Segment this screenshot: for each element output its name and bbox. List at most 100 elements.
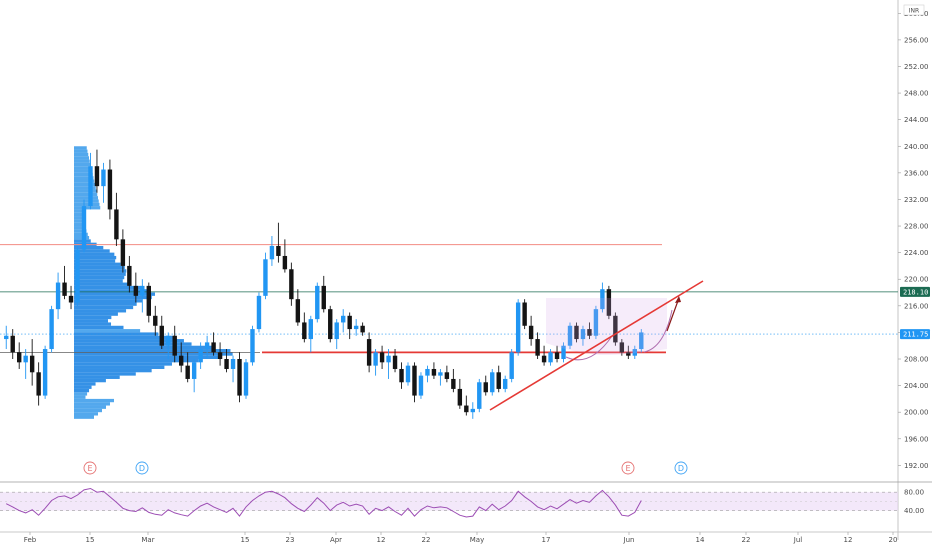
- candle-body[interactable]: [451, 378, 456, 389]
- candle-body[interactable]: [528, 325, 534, 340]
- price-axis[interactable]: 260.00256.00252.00248.00244.00240.00236.…: [898, 10, 929, 470]
- candle-body[interactable]: [567, 325, 573, 346]
- candle-body[interactable]: [373, 352, 378, 366]
- candle-body[interactable]: [600, 289, 605, 310]
- candle-body[interactable]: [593, 309, 599, 336]
- candle-body[interactable]: [263, 259, 268, 296]
- candle-body[interactable]: [29, 355, 35, 373]
- candle-body[interactable]: [619, 342, 625, 353]
- candle-body[interactable]: [464, 405, 469, 413]
- candle-body[interactable]: [62, 282, 67, 296]
- candle-body[interactable]: [114, 209, 119, 240]
- candle-body[interactable]: [282, 255, 288, 270]
- candle-body[interactable]: [386, 355, 391, 363]
- candle-body[interactable]: [133, 285, 139, 296]
- candle-body[interactable]: [217, 352, 223, 360]
- candle-body[interactable]: [55, 282, 61, 310]
- candle-body[interactable]: [606, 289, 612, 316]
- candle-body[interactable]: [321, 285, 326, 310]
- candle-body[interactable]: [191, 362, 197, 379]
- candle-body[interactable]: [179, 355, 184, 366]
- candle-body[interactable]: [548, 352, 553, 363]
- candle-body[interactable]: [503, 378, 508, 389]
- candle-body[interactable]: [366, 339, 372, 366]
- candle-body[interactable]: [328, 309, 333, 340]
- candle-body[interactable]: [574, 325, 579, 340]
- candle-body[interactable]: [295, 299, 301, 323]
- candle-body[interactable]: [224, 359, 229, 369]
- candle-body[interactable]: [353, 325, 359, 330]
- candle-body[interactable]: [626, 352, 631, 356]
- candle-body[interactable]: [172, 335, 177, 356]
- candle-body[interactable]: [444, 372, 450, 379]
- candle-body[interactable]: [107, 169, 113, 210]
- candle-body[interactable]: [68, 295, 74, 303]
- candle-body[interactable]: [269, 245, 275, 260]
- candle-body[interactable]: [334, 322, 339, 340]
- candle-body[interactable]: [49, 309, 54, 350]
- candle-body[interactable]: [496, 372, 501, 389]
- candle-body[interactable]: [522, 302, 527, 326]
- candle-body[interactable]: [431, 368, 437, 376]
- candle-body[interactable]: [198, 349, 203, 363]
- candle-body[interactable]: [405, 365, 411, 383]
- target-arrow[interactable]: [666, 297, 680, 332]
- candle-body[interactable]: [4, 335, 9, 340]
- candle-body[interactable]: [392, 355, 398, 369]
- event-badge[interactable]: [135, 461, 149, 475]
- candle-body[interactable]: [632, 349, 637, 356]
- event-badge[interactable]: [83, 461, 97, 475]
- event-badge[interactable]: [674, 461, 688, 475]
- candle-body[interactable]: [17, 352, 22, 363]
- candle-body[interactable]: [561, 345, 566, 360]
- candle-body[interactable]: [302, 322, 307, 340]
- candle-body[interactable]: [541, 355, 547, 363]
- event-badge[interactable]: [621, 461, 635, 475]
- candle-body[interactable]: [457, 388, 463, 406]
- candle-body[interactable]: [88, 166, 93, 207]
- candle-body[interactable]: [360, 325, 365, 333]
- candle-body[interactable]: [425, 368, 430, 376]
- candle-body[interactable]: [204, 342, 210, 350]
- candle-body[interactable]: [438, 372, 443, 376]
- candle-body[interactable]: [418, 375, 424, 396]
- candle-body[interactable]: [289, 269, 294, 300]
- candle-body[interactable]: [483, 382, 488, 393]
- candle-body[interactable]: [159, 325, 164, 346]
- candle-body[interactable]: [250, 329, 255, 363]
- candle-body[interactable]: [490, 372, 495, 393]
- time-axis[interactable]: Feb 15 Mar 15 23 Apr 12 22 May 17 Jun 14 22 Jul 12 20: [24, 532, 898, 544]
- candle-body[interactable]: [580, 329, 586, 340]
- candle-body[interactable]: [75, 249, 80, 303]
- candle-body[interactable]: [412, 365, 417, 396]
- candle-body[interactable]: [211, 342, 216, 353]
- candle-body[interactable]: [153, 315, 158, 326]
- candle-body[interactable]: [347, 315, 352, 330]
- candle-body[interactable]: [639, 332, 644, 350]
- candle-body[interactable]: [120, 239, 126, 266]
- candle-body[interactable]: [94, 166, 100, 187]
- candle-body[interactable]: [81, 206, 87, 250]
- candle-body[interactable]: [256, 295, 262, 330]
- candle-body[interactable]: [237, 359, 242, 396]
- rsi-pane[interactable]: 80.00 40.00: [0, 487, 924, 518]
- candle-body[interactable]: [379, 352, 385, 363]
- candle-body[interactable]: [515, 302, 521, 353]
- candle-body[interactable]: [101, 169, 106, 187]
- candle-body[interactable]: [587, 329, 592, 336]
- candle-body[interactable]: [535, 339, 540, 356]
- candle-body[interactable]: [23, 355, 28, 363]
- candle-body[interactable]: [341, 315, 346, 323]
- candle-body[interactable]: [399, 368, 404, 383]
- candle-body[interactable]: [127, 265, 132, 286]
- candle-body[interactable]: [146, 285, 151, 316]
- candle-body[interactable]: [470, 408, 475, 413]
- candle-body[interactable]: [315, 285, 320, 320]
- candle-body[interactable]: [613, 315, 618, 343]
- ascending-trendline[interactable]: [489, 280, 704, 411]
- candle-body[interactable]: [509, 352, 514, 379]
- candle-body[interactable]: [42, 349, 48, 396]
- candle-body[interactable]: [166, 335, 171, 346]
- candle-body[interactable]: [36, 372, 41, 396]
